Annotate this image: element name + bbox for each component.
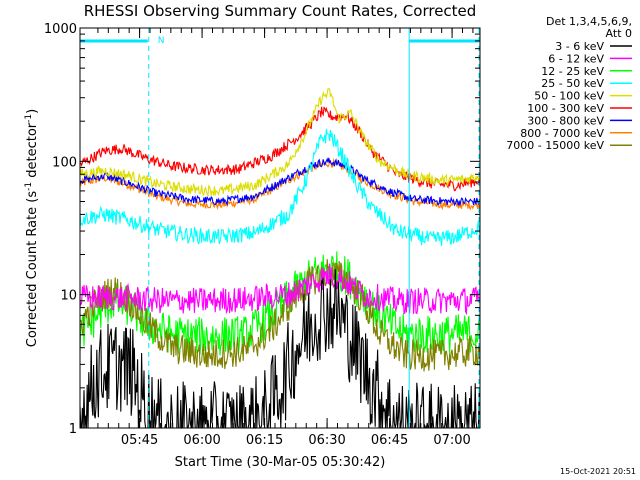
x-axis-label: Start Time (30-Mar-05 05:30:42) xyxy=(175,455,386,470)
y-axis-label: Corrected Count Rate (s-1 detector-1) xyxy=(24,109,40,347)
legend-header-line-1: Det 1,3,4,5,6,9, xyxy=(546,15,632,28)
timestamp: 15-Oct-2021 20:51 xyxy=(560,467,636,476)
plot-area xyxy=(79,88,481,429)
legend-label: 100 - 300 keV xyxy=(527,102,604,115)
series-6-line xyxy=(79,157,481,207)
legend-label: 25 - 50 keV xyxy=(541,77,604,90)
legend-label: 7000 - 15000 keV xyxy=(506,139,604,152)
series-5-line xyxy=(79,106,481,192)
plot-frame xyxy=(79,27,481,429)
x-tick-label: 06:45 xyxy=(371,433,408,448)
series-4-line xyxy=(79,88,481,198)
series-3-line xyxy=(79,128,481,246)
legend-label: 3 - 6 keV xyxy=(555,40,604,53)
legend-label: 50 - 100 keV xyxy=(534,90,604,103)
series-1-line xyxy=(79,263,481,316)
y-tick-label: 10 xyxy=(60,289,77,304)
overlay: N xyxy=(79,28,480,428)
series-8-line xyxy=(79,259,481,372)
legend-label: 12 - 25 keV xyxy=(541,65,604,78)
legend-label: 800 - 7000 keV xyxy=(520,127,604,140)
y-tick-label: 1000 xyxy=(44,22,77,37)
y-tick-label: 1 xyxy=(69,422,77,437)
x-tick-label: 06:00 xyxy=(183,433,220,448)
y-tick-label: 100 xyxy=(52,155,77,170)
attenuator-label: N xyxy=(158,36,165,46)
chart-title: RHESSI Observing Summary Count Rates, Co… xyxy=(84,2,477,20)
x-tick-label: 07:00 xyxy=(433,433,470,448)
x-tick-label: 05:45 xyxy=(121,433,158,448)
legend-label: 300 - 800 keV xyxy=(527,114,604,127)
legend-label: 6 - 12 keV xyxy=(548,52,604,65)
x-tick-label: 06:15 xyxy=(246,433,283,448)
legend-header-line-2: Att 0 xyxy=(606,27,632,40)
axes: 1000 100 10 1 05:45 06:00 06:15 06:30 06:45 07:00 xyxy=(44,22,480,448)
x-tick-label: 06:30 xyxy=(308,433,345,448)
